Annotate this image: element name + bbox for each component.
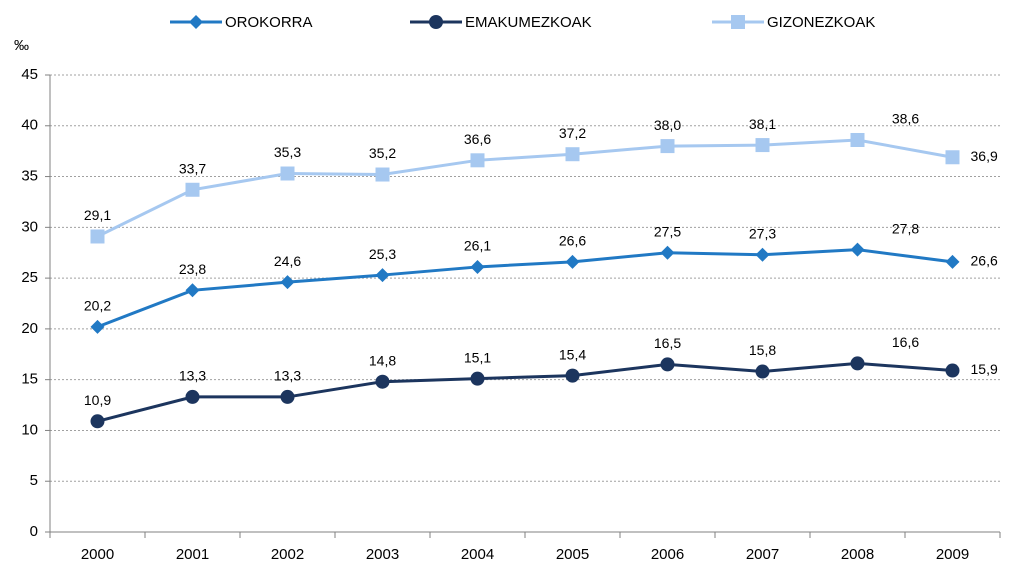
legend-marker [189, 15, 203, 29]
marker [375, 374, 390, 389]
legend-label: GIZONEZKOAK [767, 14, 875, 31]
data-label: 27,3 [749, 225, 776, 241]
data-label: 27,5 [654, 223, 681, 239]
marker [375, 167, 390, 182]
data-label: 16,6 [892, 334, 919, 350]
x-tick-label: 2008 [841, 546, 874, 563]
marker [470, 259, 485, 274]
marker [850, 356, 865, 371]
series-line [96, 138, 953, 238]
marker [185, 283, 200, 298]
data-label: 26,1 [464, 238, 491, 254]
x-tick-label: 2009 [936, 546, 969, 563]
marker [565, 254, 580, 269]
data-label: 10,9 [84, 392, 111, 408]
data-label: 38,0 [654, 117, 681, 133]
marker [850, 242, 865, 257]
marker [660, 357, 675, 372]
marker [660, 245, 675, 260]
y-axis-label: ‰ [14, 37, 29, 54]
series-line [96, 248, 953, 329]
marker [90, 229, 105, 244]
marker [280, 166, 295, 181]
marker [945, 363, 960, 378]
marker [755, 247, 770, 262]
x-tick-label: 2003 [366, 546, 399, 563]
data-label: 27,8 [892, 220, 919, 236]
data-label: 16,5 [654, 335, 681, 351]
data-label: 14,8 [369, 352, 396, 368]
data-label: 35,3 [274, 144, 301, 160]
data-label: 25,3 [369, 246, 396, 262]
data-label: 13,3 [274, 368, 301, 384]
marker [90, 319, 105, 334]
data-label: 24,6 [274, 253, 301, 269]
marker [755, 364, 770, 379]
data-label: 35,2 [369, 145, 396, 161]
marker [945, 254, 960, 269]
marker [565, 147, 580, 162]
y-tick-label: 20 [21, 320, 38, 337]
marker [90, 414, 105, 429]
data-label: 26,6 [971, 253, 998, 269]
data-label: 15,4 [559, 346, 586, 362]
y-tick-label: 5 [30, 472, 38, 489]
marker [755, 138, 770, 153]
x-tick-label: 2001 [176, 546, 209, 563]
y-tick-label: 40 [21, 117, 38, 134]
x-tick-label: 2000 [81, 546, 114, 563]
marker [375, 268, 390, 283]
y-tick-label: 30 [21, 218, 38, 235]
y-tick-label: 25 [21, 269, 38, 286]
marker [280, 389, 295, 404]
marker [850, 132, 865, 147]
marker [280, 275, 295, 290]
data-label: 33,7 [179, 160, 206, 176]
legend-label: OROKORRA [225, 14, 313, 31]
y-tick-label: 45 [21, 66, 38, 83]
marker [565, 368, 580, 383]
y-tick-label: 0 [30, 523, 38, 540]
data-label: 36,9 [971, 148, 998, 164]
marker [185, 389, 200, 404]
y-tick-label: 10 [21, 421, 38, 438]
data-label: 37,2 [559, 125, 586, 141]
x-tick-label: 2005 [556, 546, 589, 563]
data-label: 38,6 [892, 111, 919, 127]
data-label: 20,2 [84, 298, 111, 314]
legend-marker [731, 15, 745, 29]
data-label: 13,3 [179, 368, 206, 384]
legend-marker [429, 15, 443, 29]
x-tick-label: 2006 [651, 546, 684, 563]
data-label: 15,8 [749, 342, 776, 358]
data-label: 15,9 [971, 361, 998, 377]
data-label: 36,6 [464, 131, 491, 147]
marker [945, 150, 960, 165]
data-label: 26,6 [559, 233, 586, 249]
data-label: 15,1 [464, 349, 491, 365]
marker [470, 371, 485, 386]
y-tick-label: 15 [21, 371, 38, 388]
y-tick-label: 35 [21, 168, 38, 185]
series-line [97, 361, 953, 423]
marker [660, 139, 675, 154]
x-tick-label: 2007 [746, 546, 779, 563]
legend-label: EMAKUMEZKOAK [465, 14, 592, 31]
x-tick-label: 2004 [461, 546, 494, 563]
data-label: 38,1 [749, 116, 776, 132]
marker [185, 182, 200, 197]
marker [470, 153, 485, 168]
data-label: 29,1 [84, 207, 111, 223]
data-label: 23,8 [179, 261, 206, 277]
x-tick-label: 2002 [271, 546, 304, 563]
